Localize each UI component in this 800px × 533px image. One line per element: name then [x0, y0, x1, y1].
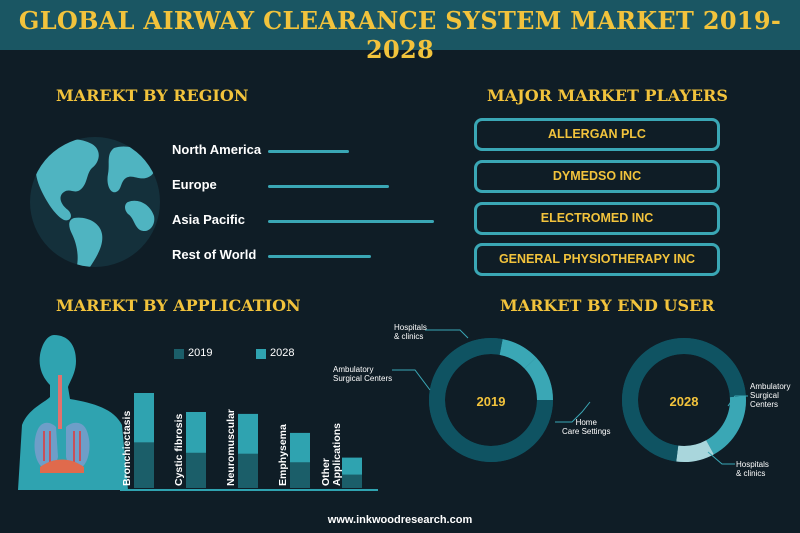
bar-2019-emphysema: [290, 462, 310, 488]
category-label-other-applications: OtherApplications: [320, 423, 343, 486]
annotation-hospitals-right: Hospitals & clinics: [736, 460, 769, 478]
donut-2028-segment-hospitals-clinics: [676, 440, 714, 462]
callout-home-care-line: [555, 401, 591, 423]
region-heading: MAREKT BY REGION: [56, 86, 249, 105]
donut-2028-segment-ambulatory-surgical-centers: [705, 396, 746, 455]
callout-hospitals-line: [425, 329, 469, 339]
end-user-chart: 2019 2028: [392, 329, 748, 465]
footer-url: www.inkwoodresearch.com: [327, 514, 473, 526]
players-heading: MAJOR MARKET PLAYERS: [487, 86, 728, 105]
region-label-europe: Europe: [172, 177, 217, 192]
legend-label-2019: 2019: [188, 347, 213, 359]
region-bar-rest-of-world: [268, 255, 371, 258]
annotation-hospitals: Hospitals & clinics: [394, 323, 427, 341]
region-label-asia-pacific: Asia Pacific: [172, 212, 245, 227]
region-label-north-america: North America: [172, 142, 262, 157]
region-label-rest-of-world: Rest of World: [172, 247, 257, 262]
legend-label-2028: 2028: [270, 347, 295, 359]
category-label-bronchiectasis: Bronchiectasis: [121, 411, 133, 486]
category-label-neuromuscular: Neuromuscular: [225, 409, 237, 486]
player-general-physiotherapy: GENERAL PHYSIOTHERAPY INC: [474, 243, 720, 276]
player-dymedso: DYMEDSO INC: [474, 160, 720, 193]
player-allergan: ALLERGAN PLC: [474, 118, 720, 151]
title-banner: [0, 0, 800, 50]
bar-2019-cystic-fibrosis: [186, 452, 206, 488]
donut-2028-segment-home-care-settings: [622, 338, 746, 462]
callout-ambulatory-line: [392, 369, 431, 391]
donut-2019-segment-home-care-settings: [429, 338, 553, 462]
region-bar-europe: [268, 185, 389, 188]
bar-2019-bronchiectasis: [134, 442, 154, 488]
legend-swatch-2028: [256, 349, 266, 359]
donut-2019-segment-ambulatory-surgical-centers: [524, 357, 553, 401]
annotation-ambulatory-right: Ambulatory Surgical Centers: [750, 382, 791, 409]
callout-ambulatory-right-line: [727, 395, 748, 407]
bar-2028-bronchiectasis: [134, 393, 154, 443]
donut-2019-segment-hospitals-clinics: [499, 339, 537, 369]
end-user-heading: MARKET BY END USER: [500, 296, 715, 315]
bar-2028-other-applications: [342, 457, 362, 475]
bar-2019-other-applications: [342, 474, 362, 488]
bar-2028-cystic-fibrosis: [186, 412, 206, 453]
application-heading: MAREKT BY APPLICATION: [56, 296, 301, 315]
annotation-ambulatory: Ambulatory Surgical Centers: [333, 365, 393, 383]
donut-2019-label: 2019: [477, 394, 506, 409]
page-title: GLOBAL AIRWAY CLEARANCE SYSTEM MARKET 20…: [18, 6, 782, 64]
category-label-cystic-fibrosis: Cystic fibrosis: [173, 413, 185, 486]
bar-2019-neuromuscular: [238, 453, 258, 488]
human-torso-illustration: [18, 335, 128, 490]
callout-hospitals-right-line: [707, 451, 735, 465]
category-label-emphysema: Emphysema: [277, 424, 289, 486]
region-bar-north-america: [268, 150, 349, 153]
globe-icon: [30, 137, 160, 267]
application-chart: Bronchiectasis Cystic fibrosis Neuromuscul…: [120, 393, 378, 491]
bar-2028-emphysema: [290, 432, 310, 463]
annotation-home-care: Home Care Settings: [562, 418, 611, 436]
player-electromed: ELECTROMED INC: [474, 202, 720, 235]
region-bar-asia-pacific: [268, 220, 434, 223]
bar-2028-neuromuscular: [238, 413, 258, 454]
donut-2028-label: 2028: [670, 394, 699, 409]
trachea-icon: [58, 375, 62, 429]
legend-swatch-2019: [174, 349, 184, 359]
